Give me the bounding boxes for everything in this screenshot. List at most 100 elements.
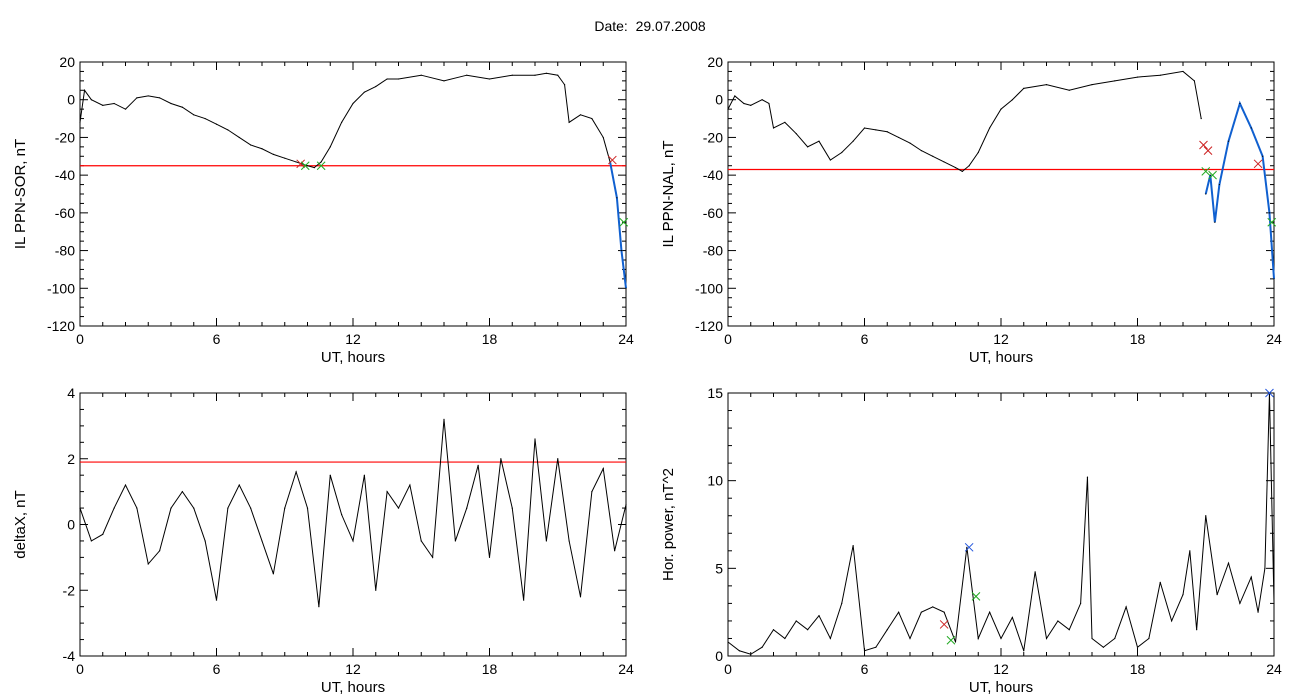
- data-point: [500, 458, 502, 460]
- data-point: [818, 615, 820, 617]
- data-point: [352, 540, 354, 542]
- data-point: [909, 637, 911, 640]
- data-point: [1091, 84, 1093, 86]
- y-axis-label: IL PPN-SOR, nT: [12, 139, 29, 249]
- data-point: [1080, 602, 1082, 605]
- y-tick-label: -80: [55, 243, 75, 259]
- data-point: [1148, 637, 1150, 640]
- cross-marker-green: [300, 161, 310, 171]
- data-point: [113, 102, 115, 105]
- data-line: [727, 392, 1275, 655]
- data-point: [204, 117, 206, 120]
- data-point: [738, 650, 740, 652]
- x-tick-label: 24: [1266, 661, 1282, 677]
- x-tick-label: 0: [76, 331, 84, 347]
- data-point: [841, 602, 843, 605]
- data-point: [784, 121, 786, 123]
- data-point: [1209, 174, 1211, 176]
- data-point: [807, 146, 809, 148]
- x-tick-label: 6: [861, 331, 869, 347]
- data-point: [1250, 576, 1252, 578]
- data-point: [591, 491, 593, 493]
- data-point: [272, 573, 274, 575]
- data-point: [363, 91, 365, 93]
- cross-marker-red: [296, 159, 306, 169]
- data-point: [932, 155, 934, 157]
- data-point: [420, 74, 422, 76]
- data-point: [829, 159, 831, 161]
- data-point: [511, 507, 513, 509]
- x-axis-label: UT, hours: [969, 679, 1033, 696]
- data-point: [523, 599, 525, 601]
- data-point: [306, 165, 309, 167]
- y-tick-label: 0: [67, 517, 75, 533]
- data-point: [227, 507, 229, 509]
- data-point: [397, 78, 400, 80]
- x-tick-label: 18: [1130, 661, 1146, 677]
- data-point: [488, 556, 491, 558]
- chart-panel-4: 0 6 12 18 24 15 10 5 0 UT, hours Hor. power, nT^2: [660, 385, 1282, 696]
- y-tick-label: 0: [715, 648, 723, 664]
- x-tick-label: 24: [618, 331, 634, 347]
- data-point: [989, 127, 991, 129]
- data-point: [1068, 629, 1070, 631]
- data-point: [295, 471, 297, 473]
- data-point: [1000, 637, 1002, 640]
- y-tick-label: 4: [67, 385, 75, 401]
- data-point: [1273, 602, 1275, 605]
- data-line-highlight: [1204, 100, 1275, 279]
- data-point: [875, 129, 877, 131]
- data-point: [409, 484, 411, 486]
- data-point: [1268, 212, 1271, 214]
- data-point: [1205, 515, 1207, 517]
- data-point: [83, 89, 86, 91]
- data-point: [136, 507, 138, 509]
- data-point: [204, 540, 206, 542]
- data-point: [443, 80, 445, 82]
- chart-panel-1: 0 6 12 18 24 20 0 -20 -40 -60 -80 -100 -120 UT, hours…: [12, 54, 634, 366]
- data-point: [807, 629, 809, 631]
- data-point: [1023, 650, 1025, 652]
- cross-marker-green: [619, 217, 629, 227]
- data-point: [272, 153, 274, 155]
- data-point: [1273, 278, 1275, 280]
- data-point: [341, 121, 343, 123]
- data-point: [829, 637, 831, 640]
- cross-marker-green: [946, 635, 956, 645]
- data-point: [90, 540, 92, 542]
- data-point: [261, 148, 263, 150]
- data-point: [1023, 87, 1025, 89]
- x-axis-label: UT, hours: [321, 679, 385, 696]
- data-point: [954, 641, 957, 643]
- data-point: [852, 140, 854, 142]
- data-point: [841, 151, 843, 154]
- x-tick-label: 12: [345, 331, 361, 347]
- data-point: [1239, 102, 1241, 105]
- data-point: [1239, 602, 1241, 605]
- x-tick-label: 6: [213, 331, 221, 347]
- y-tick-label: -2: [63, 582, 76, 598]
- data-point: [386, 78, 388, 80]
- data-point: [784, 637, 786, 640]
- data-point: [375, 85, 377, 88]
- data-point: [432, 556, 434, 558]
- data-point: [238, 484, 240, 486]
- data-point: [943, 161, 945, 163]
- data-point: [863, 650, 866, 652]
- data-point: [1102, 646, 1104, 648]
- y-tick-label: 20: [59, 54, 75, 70]
- data-point: [261, 540, 263, 542]
- y-tick-label: -80: [703, 243, 723, 259]
- data-point: [616, 197, 618, 199]
- data-point: [614, 550, 616, 552]
- data-point: [795, 133, 797, 135]
- data-point: [727, 108, 729, 110]
- data-point: [193, 114, 195, 116]
- y-tick-label: -120: [47, 318, 75, 334]
- x-tick-label: 18: [482, 661, 498, 677]
- plot-frame: [79, 61, 627, 327]
- data-point: [1189, 550, 1191, 552]
- data-point: [545, 72, 547, 74]
- data-point: [113, 507, 115, 509]
- y-axis-label: IL PPN-NAL, nT: [660, 141, 677, 248]
